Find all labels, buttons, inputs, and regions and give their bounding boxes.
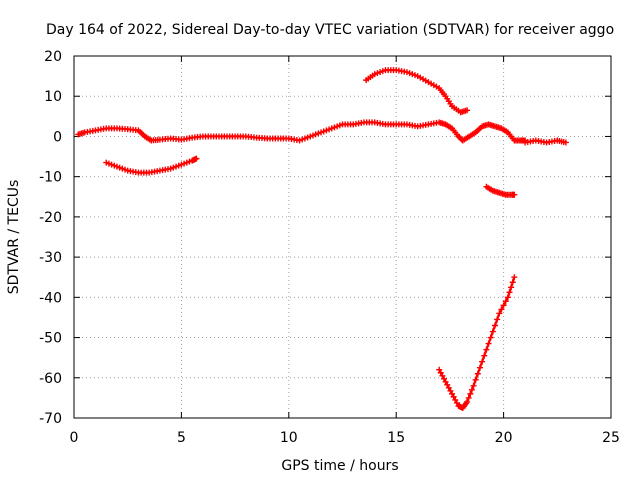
x-tick-label: 5 (177, 430, 186, 446)
x-tick-label: 15 (387, 430, 405, 446)
data-point (485, 340, 492, 347)
series-segment-5 (483, 183, 518, 198)
y-axis-label: SDTVAR / TECUs (6, 180, 22, 295)
data-point (492, 322, 499, 329)
series-segment-6 (436, 274, 518, 411)
data-point (193, 155, 200, 162)
data-point (465, 394, 472, 401)
data-point (479, 358, 486, 365)
data-point (474, 370, 481, 377)
series-segment-3 (103, 155, 200, 176)
data-point (496, 310, 503, 317)
data-point (500, 302, 507, 309)
data-point (445, 384, 452, 391)
data-point (447, 387, 454, 394)
data-point (498, 306, 505, 313)
data-point (452, 396, 459, 403)
x-tick-label: 25 (602, 430, 620, 446)
y-tick-label: 20 (44, 49, 62, 65)
y-tick-label: -30 (39, 250, 62, 266)
data-point (509, 279, 516, 286)
data-point (470, 382, 477, 389)
y-tick-label: 0 (53, 129, 62, 145)
x-tick-label: 0 (70, 430, 79, 446)
y-tick-label: -20 (39, 210, 62, 226)
data-point (439, 372, 446, 379)
data-point (494, 316, 501, 323)
y-tick-label: 10 (44, 89, 62, 105)
y-tick-label: -60 (39, 371, 62, 387)
y-tick-label: -70 (39, 411, 62, 427)
data-point (511, 274, 518, 281)
data-point (449, 390, 456, 397)
data-point (483, 346, 490, 353)
series-segment-4 (363, 67, 471, 116)
data-point (464, 107, 471, 114)
series-segment-2 (522, 137, 569, 146)
y-tick-label: -10 (39, 170, 62, 186)
series-segment-1 (75, 119, 529, 144)
x-tick-label: 10 (280, 430, 298, 446)
data-point (562, 139, 569, 146)
data-point (468, 386, 475, 393)
chart-title: Day 164 of 2022, Sidereal Day-to-day VTE… (46, 22, 614, 38)
data-point (436, 366, 443, 373)
data-point (467, 390, 474, 397)
x-tick-label: 20 (495, 430, 513, 446)
data-point (453, 399, 460, 406)
data-point (472, 376, 479, 383)
y-tick-label: -40 (39, 290, 62, 306)
data-point (437, 369, 444, 376)
data-point (476, 364, 483, 371)
data-point (442, 378, 449, 385)
data-point (508, 284, 515, 291)
data-point (506, 289, 513, 296)
y-tick-label: -50 (39, 331, 62, 347)
data-point (489, 328, 496, 335)
data-point (487, 334, 494, 341)
data-point (504, 294, 511, 301)
series-layer (75, 67, 569, 411)
data-point (511, 191, 518, 198)
x-axis-label: GPS time / hours (281, 458, 398, 474)
plot-frame (73, 55, 612, 419)
data-point (450, 393, 457, 400)
tick-layer: 0 5 10 15 20 25 20 10 0 -10 -20 -30 -40 -50 -60 -70 (39, 49, 620, 446)
grid-layer (74, 56, 611, 418)
data-point (440, 375, 447, 382)
data-point (481, 352, 488, 359)
data-point (444, 381, 451, 388)
data-point (502, 298, 509, 305)
data-point (464, 398, 471, 405)
